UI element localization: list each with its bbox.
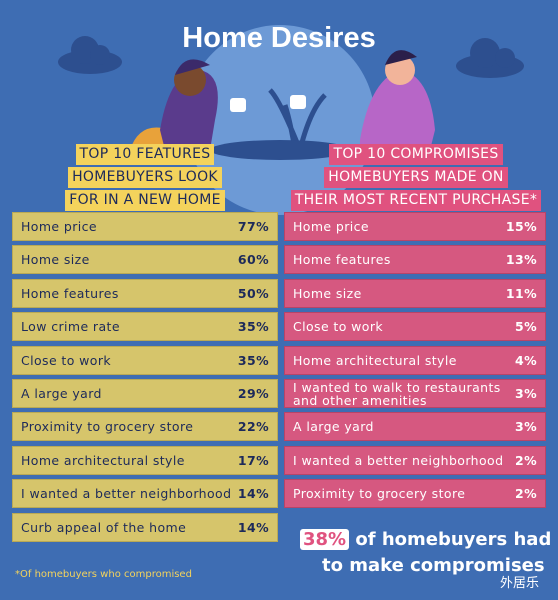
callout: 38% of homebuyers had [300,529,551,550]
table-row: Home price 77% [12,212,278,241]
row-value: 17% [237,452,269,468]
heading-line: HOMEBUYERS LOOK [68,167,222,188]
row-label: A large yard [21,386,102,401]
row-value: 29% [237,386,269,401]
table-row: Home features 13% [284,245,546,275]
row-value: 2% [514,452,537,468]
row-label: I wanted to walk to restaurants and othe… [293,379,501,408]
row-value: 2% [514,486,537,502]
table-row: Curb appeal of the home 14% [12,512,278,542]
table-row: Close to work 35% [12,345,278,375]
table-row: I wanted a better neighborhood 2% [284,445,546,475]
row-label: Home architectural style [293,352,457,368]
table-row: Proximity to grocery store 22% [12,412,278,442]
row-label: A large yard [293,419,374,435]
row-label: Close to work [293,319,383,335]
table-row: A large yard 29% [12,379,278,408]
title: Home Desires [182,22,376,54]
row-label: I wanted a better neighborhood [293,452,504,468]
table-row: A large yard 3% [284,412,546,442]
callout-text: of homebuyers had [355,529,552,550]
row-value: 3% [514,386,537,401]
table-row: Low crime rate 35% [12,312,278,342]
heading-line: FOR IN A NEW HOME [65,190,225,211]
table-row: Home features 50% [12,278,278,308]
row-value: 14% [237,519,269,535]
left-heading: TOP 10 FEATURES HOMEBUYERS LOOK FOR IN A N… [40,144,250,213]
table-row: I wanted a better neighborhood 14% [12,479,278,509]
row-label: Home architectural style [21,452,185,468]
row-value: 14% [237,486,269,502]
row-label: Low crime rate [21,319,120,335]
row-value: 5% [514,319,537,335]
row-label: Home price [21,219,97,234]
callout-text: to make compromises [322,555,545,576]
heading-line: THEIR MOST RECENT PURCHASE* [290,190,542,211]
row-value: 3% [514,419,537,435]
heading-line: TOP 10 COMPROMISES [329,144,503,165]
table-row: Home architectural style 17% [12,445,278,475]
row-value: 15% [505,219,537,234]
heading-line: TOP 10 FEATURES [75,144,215,165]
table-row: Proximity to grocery store 2% [284,479,546,509]
table-row: Home size 11% [284,278,546,308]
row-label: Proximity to grocery store [293,486,466,502]
table-row: Home price 15% [284,212,546,241]
row-value: 50% [237,285,269,301]
footnote: *Of homebuyers who compromised [15,569,192,580]
row-value: 77% [237,219,269,234]
row-value: 35% [237,319,269,335]
right-heading: TOP 10 COMPROMISES HOMEBUYERS MADE ON THEI… [282,144,550,213]
row-label: Home size [21,252,90,268]
table-row: Home architectural style 4% [284,345,546,375]
callout-highlight: 38% [300,529,350,550]
row-label: I wanted a better neighborhood [21,486,232,502]
row-value: 22% [237,419,269,435]
row-label: Home size [293,285,362,301]
table-row: Home size 60% [12,245,278,275]
table-row: Close to work 5% [284,312,546,342]
watermark: 外居乐 [500,576,540,591]
row-label: Proximity to grocery store [21,419,194,435]
row-label: Home price [293,219,369,234]
row-value: 13% [505,252,537,268]
row-value: 60% [237,252,269,268]
row-value: 11% [505,285,537,301]
table-row: I wanted to walk to restaurants and othe… [284,379,546,408]
row-value: 35% [237,352,269,368]
row-label: Home features [21,285,119,301]
row-value: 4% [514,352,537,368]
row-label: Curb appeal of the home [21,519,187,535]
row-label: Home features [293,252,391,268]
row-label: Close to work [21,352,111,368]
heading-line: HOMEBUYERS MADE ON [324,167,508,188]
